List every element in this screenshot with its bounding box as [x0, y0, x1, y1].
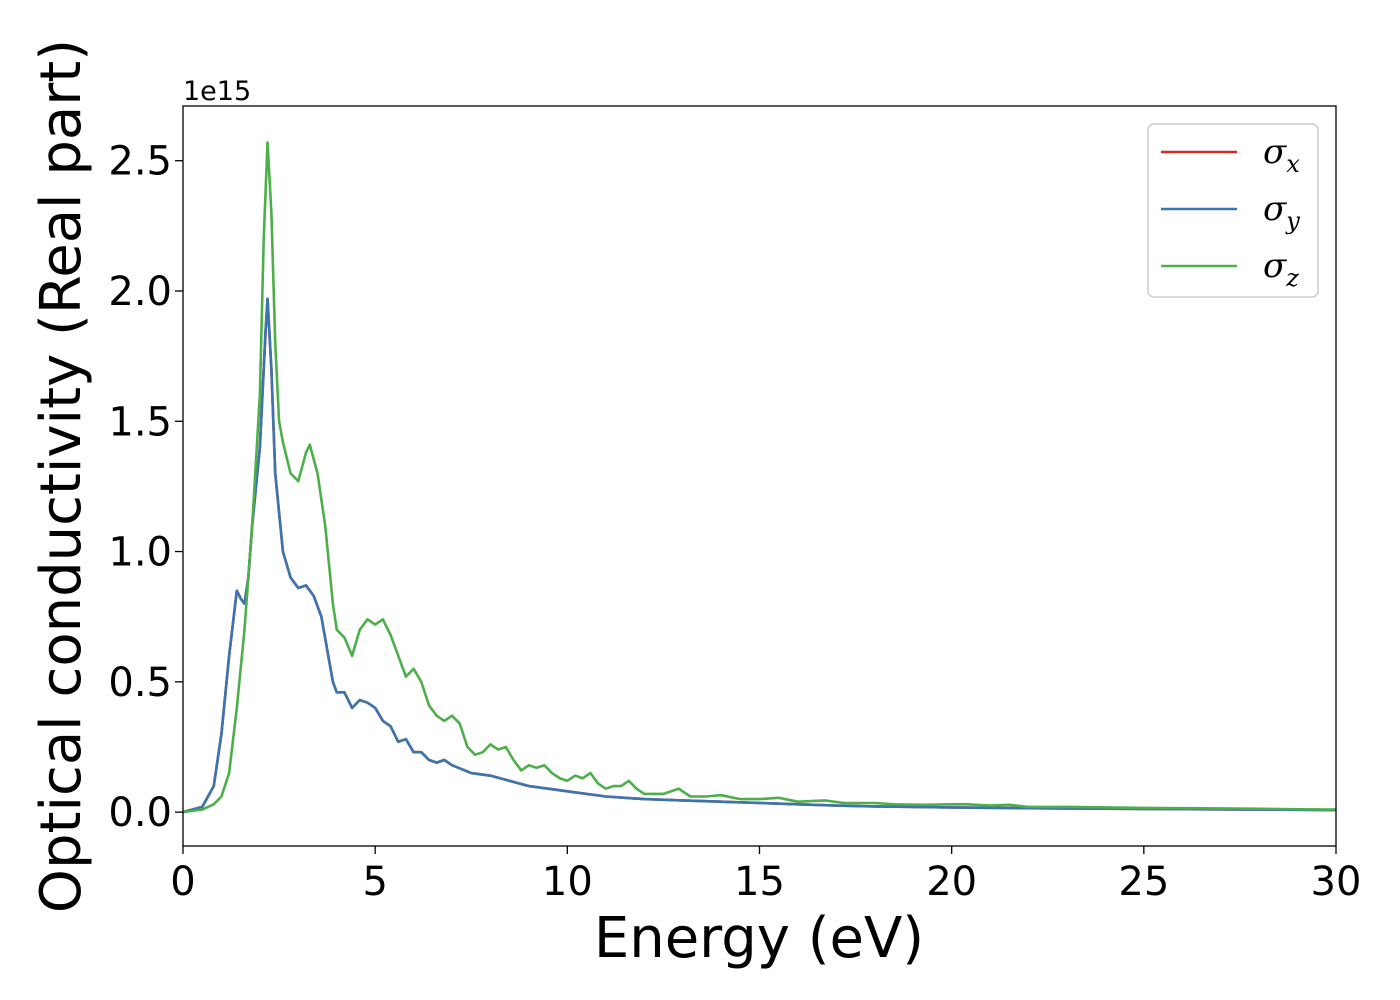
legend-label-z: σz: [1263, 246, 1299, 292]
y-axis: 0.0 0.5 1.0 1.5 2.0 2.5: [108, 139, 183, 836]
y-tick-label: 2.0: [108, 269, 172, 315]
legend-symbol: σ: [1263, 246, 1287, 286]
legend-subscript: x: [1286, 150, 1300, 178]
y-offset-text: 1e15: [183, 76, 251, 107]
x-tick-label: 10: [542, 859, 593, 905]
x-tick-label: 25: [1118, 859, 1169, 905]
y-tick-label: 2.5: [108, 139, 172, 185]
legend-label-x: σx: [1263, 132, 1300, 178]
y-tick-label: 0.5: [108, 660, 172, 706]
x-axis: 0 5 10 15 20 25 30: [170, 846, 1361, 905]
y-tick-label: 1.0: [108, 530, 172, 576]
y-axis-title: Optical conductivity (Real part): [29, 39, 94, 913]
x-tick-label: 0: [170, 859, 195, 905]
legend-symbol: σ: [1263, 132, 1287, 172]
legend-symbol: σ: [1263, 189, 1287, 229]
legend-subscript: z: [1285, 264, 1299, 292]
x-tick-label: 5: [362, 859, 387, 905]
plot-area: [182, 105, 1337, 847]
y-tick-label: 0.0: [108, 790, 172, 836]
series-line-z: [183, 141, 1336, 814]
legend-label-y: σy: [1263, 189, 1300, 235]
x-tick-label: 30: [1311, 859, 1362, 905]
legend-subscript: y: [1285, 207, 1300, 235]
legend-box: [1147, 123, 1319, 298]
x-axis-title: Energy (eV): [594, 906, 924, 971]
series-layer: [183, 141, 1336, 814]
y-tick-label: 1.5: [108, 399, 172, 445]
x-tick-label: 15: [734, 859, 785, 905]
x-tick-label: 20: [926, 859, 977, 905]
